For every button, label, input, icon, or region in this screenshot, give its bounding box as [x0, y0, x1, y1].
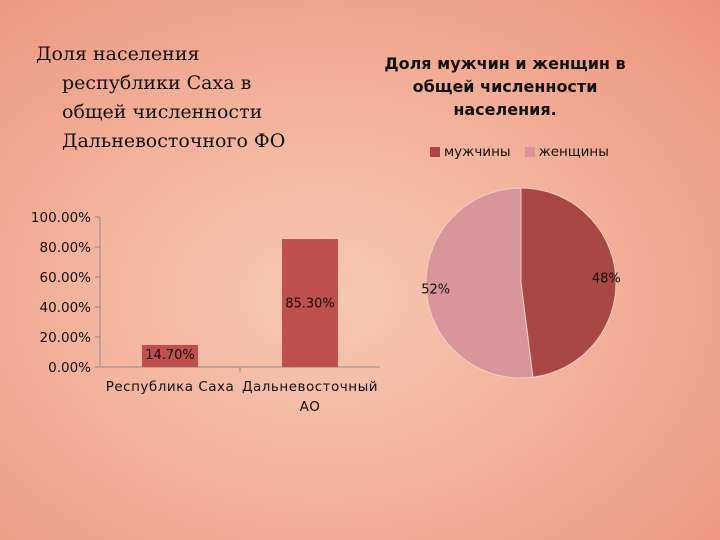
legend-entry-men: мужчины — [430, 144, 511, 160]
bar-y-tick-label: 100.00% — [31, 210, 91, 226]
pie-title-line-2: общей численности — [412, 77, 598, 96]
bar-title-line-1: Доля населения — [36, 43, 200, 65]
pie-data-label: 52% — [421, 282, 450, 297]
pie-legend: мужчины женщины — [430, 144, 609, 160]
bar-y-tick-label: 0.00% — [48, 360, 91, 376]
pie-title-line-3: населения. — [453, 100, 557, 119]
bar-y-tick-label: 40.00% — [40, 300, 92, 316]
bar-category-label: Дальневосточный — [242, 379, 378, 395]
bar-data-label: 14.70% — [145, 348, 195, 363]
legend-swatch-men — [430, 147, 440, 157]
legend-label-men: мужчины — [444, 144, 511, 160]
bar-y-tick-label: 80.00% — [40, 240, 92, 256]
bar — [142, 344, 198, 367]
bar-title-line-3: общей численности — [62, 101, 263, 123]
legend-label-women: женщины — [538, 144, 609, 160]
bar-category-label: АО — [300, 399, 321, 415]
bar-y-tick-label: 60.00% — [40, 270, 92, 286]
pie-data-label: 48% — [592, 272, 621, 287]
bar-y-tick-label: 20.00% — [40, 330, 92, 346]
bar-title-line-2: республики Саха в — [62, 72, 252, 94]
bar-category-label: Республика Саха — [106, 379, 235, 395]
legend-entry-women: женщины — [524, 144, 609, 160]
bar — [282, 239, 338, 367]
pie-title-line-1: Доля мужчин и женщин в — [384, 54, 626, 73]
bar-title-line-4: Дальневосточного ФО — [62, 130, 286, 152]
pie-slice — [520, 187, 617, 378]
pie-chart-title: Доля мужчин и женщин в общей численности… — [370, 52, 640, 121]
legend-swatch-women — [524, 147, 535, 157]
bar-data-label: 85.30% — [285, 296, 335, 311]
pie-slice — [425, 187, 534, 379]
bar-chart-title: Доля населения республики Саха в общей ч… — [36, 40, 336, 156]
